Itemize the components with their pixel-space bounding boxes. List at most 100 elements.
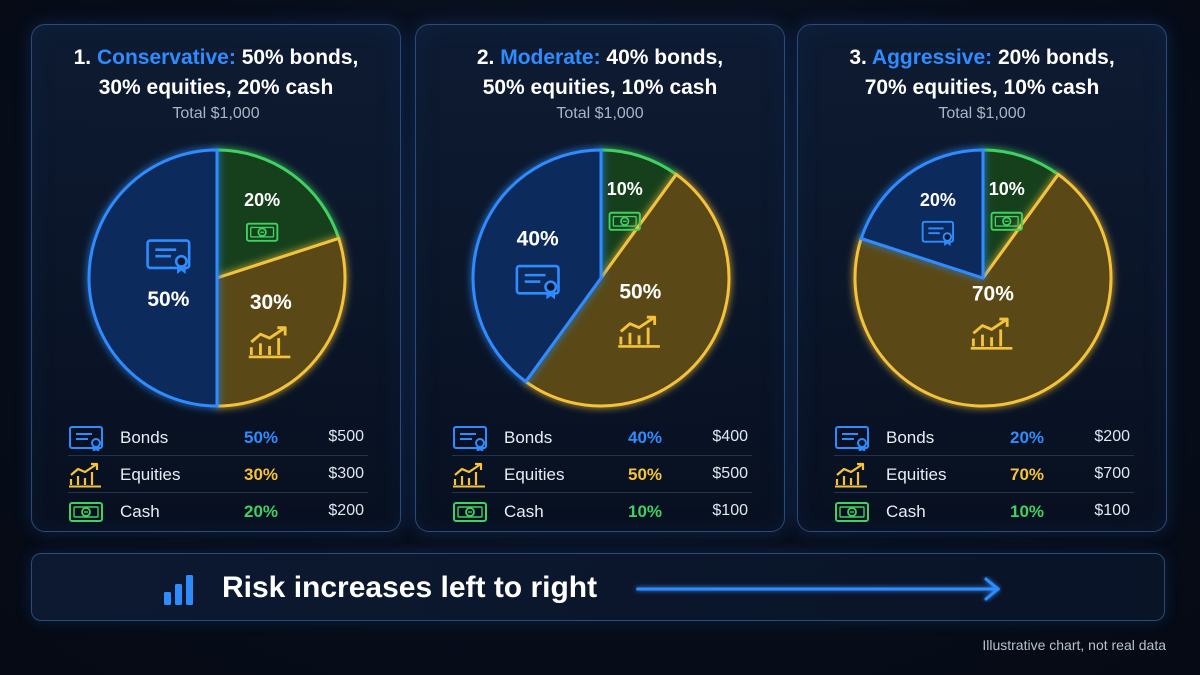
trend-up-icon: [618, 315, 660, 348]
cash-icon: [453, 502, 487, 522]
legend-row-bonds: Bonds 20% $200: [834, 419, 1134, 456]
panel-title: 2. Moderate: 40% bonds, 50% equities, 10…: [416, 43, 784, 103]
certificate-icon: [453, 426, 487, 451]
slice-label-cash: 10%: [989, 179, 1025, 199]
slice-label-bonds: 40%: [517, 227, 559, 250]
pie-slice-cash: [599, 148, 678, 280]
legend-percent: 20%: [1010, 428, 1045, 447]
title-name: Aggressive:: [871, 46, 993, 69]
pie-chart-conservative: 20% 30% 50%: [87, 148, 347, 408]
title-line2: 70% equities, 10% cash: [864, 76, 1100, 99]
legend-amount: $500: [328, 428, 364, 445]
title-line1: 20% bonds,: [997, 46, 1115, 69]
panel-total: Total $1,000: [172, 105, 260, 122]
cash-icon: [245, 222, 279, 242]
certificate-icon: [921, 220, 955, 247]
footnote: Illustrative chart, not real data: [982, 637, 1166, 653]
pie-slice-cash: [981, 148, 1060, 280]
risk-banner: Risk increases left to right: [31, 553, 1165, 621]
pie-slice-equities: [853, 172, 1113, 408]
panel-total: Total $1,000: [556, 105, 644, 122]
legend-percent: 50%: [244, 428, 279, 447]
bar-chart-icon: [164, 575, 193, 605]
slice-label-equities: 70%: [972, 282, 1014, 305]
title-name: Conservative:: [96, 46, 236, 69]
title-number: 3.: [849, 46, 867, 69]
legend: Bonds 40% $400 Equities 50% $500 Cash 10% $100: [452, 419, 752, 530]
legend-name: Equities: [504, 465, 565, 484]
slice-label-equities: 30%: [250, 291, 292, 314]
slice-label-bonds: 20%: [920, 190, 956, 210]
trend-up-icon: [970, 317, 1013, 350]
trend-up-icon: [453, 462, 485, 488]
arrow-right-icon: [636, 577, 1000, 601]
legend-row-equities: Equities 30% $300: [68, 456, 368, 493]
legend-name: Cash: [120, 502, 160, 521]
legend-name: Bonds: [120, 428, 169, 447]
pie-chart-moderate: 10% 50% 40%: [471, 148, 731, 408]
panel-title: 3. Aggressive: 20% bonds, 70% equities, …: [798, 43, 1166, 103]
slice-label-equities: 50%: [619, 281, 661, 304]
legend-row-cash: Cash 10% $100: [834, 493, 1134, 530]
legend-amount: $300: [328, 465, 364, 482]
certificate-icon: [69, 426, 103, 451]
legend-amount: $700: [1094, 465, 1130, 482]
legend-name: Bonds: [886, 428, 935, 447]
legend-row-equities: Equities 70% $700: [834, 456, 1134, 493]
trend-up-icon: [248, 326, 291, 359]
certificate-icon: [515, 264, 560, 300]
title-line1: 40% bonds,: [606, 46, 724, 69]
trend-up-icon: [835, 462, 867, 488]
pie-slice-cash: [215, 148, 341, 280]
legend-amount: $200: [1094, 428, 1130, 445]
legend-row-bonds: Bonds 40% $400: [452, 419, 752, 456]
legend-percent: 10%: [628, 502, 663, 521]
legend-row-bonds: Bonds 50% $500: [68, 419, 368, 456]
legend-percent: 10%: [1010, 502, 1045, 521]
pie-slice-equities: [524, 172, 731, 408]
slice-label-bonds: 50%: [147, 288, 189, 311]
legend-row-equities: Equities 50% $500: [452, 456, 752, 493]
legend-name: Equities: [120, 465, 181, 484]
legend-name: Bonds: [504, 428, 553, 447]
slice-label-cash: 10%: [607, 179, 643, 199]
legend-amount: $200: [328, 502, 364, 519]
certificate-icon: [146, 239, 191, 274]
legend: Bonds 50% $500 Equities 30% $300 Cash 20% $200: [68, 419, 368, 530]
cash-icon: [990, 211, 1023, 231]
certificate-icon: [835, 426, 869, 451]
legend-percent: 70%: [1010, 465, 1045, 484]
panel-title: 1. Conservative: 50% bonds, 30% equities…: [32, 43, 400, 103]
legend-name: Cash: [886, 502, 926, 521]
legend-row-cash: Cash 10% $100: [452, 493, 752, 530]
legend-percent: 50%: [628, 465, 663, 484]
legend-name: Cash: [504, 502, 544, 521]
cash-icon: [608, 211, 641, 231]
legend-percent: 20%: [244, 502, 279, 521]
title-line2: 50% equities, 10% cash: [482, 76, 718, 99]
legend-row-cash: Cash 20% $200: [68, 493, 368, 530]
title-line2: 30% equities, 20% cash: [98, 76, 334, 99]
legend-amount: $500: [712, 465, 748, 482]
panel-total: Total $1,000: [938, 105, 1026, 122]
legend-percent: 30%: [244, 465, 279, 484]
cash-icon: [69, 502, 103, 522]
slice-label-cash: 20%: [244, 190, 280, 210]
portfolio-panel-aggressive: 3. Aggressive: 20% bonds, 70% equities, …: [797, 24, 1167, 532]
portfolio-panel-conservative: 1. Conservative: 50% bonds, 30% equities…: [31, 24, 401, 532]
portfolio-panel-moderate: 2. Moderate: 40% bonds, 50% equities, 10…: [415, 24, 785, 532]
legend-name: Equities: [886, 465, 947, 484]
pie-slice-bonds: [859, 148, 985, 280]
title-number: 1.: [73, 46, 92, 69]
title-line1: 50% bonds,: [241, 46, 359, 69]
legend-percent: 40%: [628, 428, 663, 447]
legend-amount: $100: [712, 502, 748, 519]
pie-chart-aggressive: 10% 70% 20%: [853, 148, 1113, 408]
risk-text: Risk increases left to right: [222, 571, 598, 604]
cash-icon: [835, 502, 869, 522]
legend-amount: $100: [1094, 502, 1130, 519]
trend-up-icon: [69, 462, 101, 488]
title-name: Moderate:: [500, 46, 601, 69]
legend-amount: $400: [712, 428, 748, 445]
legend: Bonds 20% $200 Equities 70% $700 Cash 10% $100: [834, 419, 1134, 530]
